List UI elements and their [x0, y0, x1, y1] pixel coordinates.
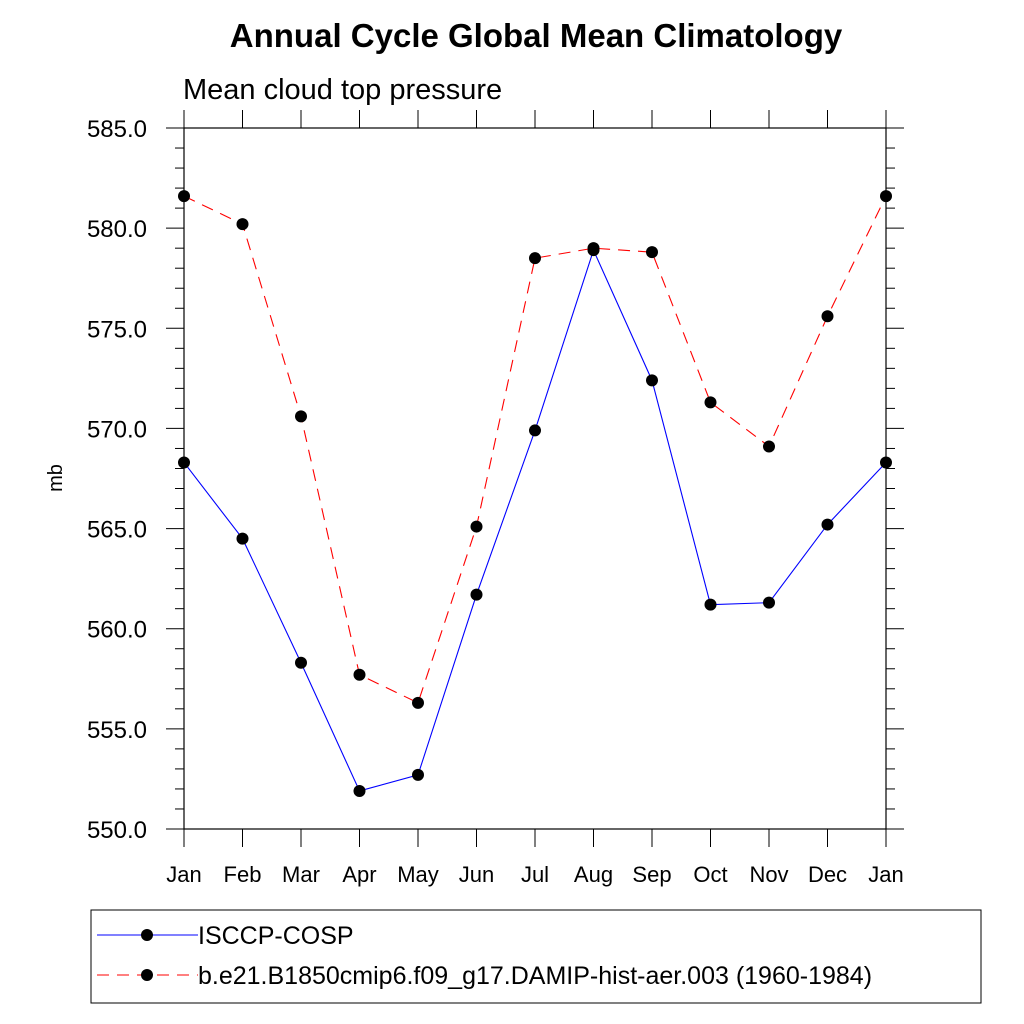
y-axis-label: mb — [45, 464, 67, 492]
y-tick-label: 555.0 — [87, 717, 147, 744]
series-1-point — [353, 784, 366, 797]
y-tick-label: 580.0 — [87, 216, 147, 243]
legend-label-1: ISCCP-COSP — [198, 922, 354, 950]
x-tick-label: Apr — [342, 862, 376, 887]
x-tick-label: Dec — [808, 862, 847, 887]
x-tick-label: Mar — [282, 862, 320, 887]
series-2-point — [821, 310, 834, 323]
series-1-point — [470, 588, 483, 601]
x-tick-label: Jul — [521, 862, 549, 887]
series-2-point — [529, 252, 541, 265]
y-tick-label: 585.0 — [87, 116, 147, 143]
series-1-point — [236, 532, 249, 545]
series-2-point — [763, 440, 775, 453]
series-2-point — [880, 190, 892, 203]
x-tick-label: Jun — [459, 862, 494, 887]
legend: ISCCP-COSP b.e21.B1850cmip6.f09_g17.DAMIP… — [90, 909, 982, 1004]
y-tick-label: 550.0 — [87, 817, 147, 844]
y-tick-label: 560.0 — [87, 617, 147, 644]
series-2-point — [470, 520, 483, 533]
series-1-point — [295, 656, 307, 669]
series-line-2 — [183, 195, 887, 704]
series-2-point — [353, 668, 366, 681]
series-1-point — [646, 374, 658, 387]
series-2-point — [412, 696, 424, 709]
series-2-point — [587, 242, 600, 255]
y-tick-label: 575.0 — [87, 316, 147, 343]
series-2-point — [704, 396, 717, 409]
series-layer — [178, 190, 892, 797]
legend-box — [90, 909, 982, 1004]
x-tick-label: Sep — [632, 862, 671, 887]
series-1-point — [763, 596, 775, 609]
chart-title: Annual Cycle Global Mean Climatology — [230, 17, 843, 54]
y-tick-label: 570.0 — [87, 416, 147, 443]
series-2-point — [236, 218, 249, 231]
series-1-point — [178, 456, 190, 469]
legend-marker-1 — [141, 929, 153, 941]
series-2-point — [295, 410, 307, 423]
series-1-point — [529, 424, 541, 437]
x-tick-label: Aug — [574, 862, 613, 887]
series-1-point — [704, 598, 717, 611]
series-2-point — [178, 190, 190, 203]
x-tick-label: Feb — [224, 862, 262, 887]
series-line-1 — [183, 248, 887, 792]
legend-label-2: b.e21.B1850cmip6.f09_g17.DAMIP-hist-aer.… — [198, 962, 872, 990]
chart-subtitle: Mean cloud top pressure — [183, 74, 502, 106]
legend-marker-2 — [141, 969, 153, 981]
x-tick-label: May — [397, 862, 439, 887]
x-tick-label: Oct — [693, 862, 727, 887]
x-axis: Jan Feb Mar Apr May Jun Jul Aug Sep Oct Nov Dec Jan — [166, 110, 904, 887]
plot-frame — [183, 127, 887, 830]
series-1-point — [821, 518, 834, 531]
y-axis: 550.0 555.0 560.0 565.0 570.0 575.0 580.0 585.0 — [87, 116, 904, 844]
y-tick-label: 565.0 — [87, 517, 147, 544]
x-tick-label: Nov — [749, 862, 788, 887]
series-2-point — [646, 246, 658, 259]
legend-items: ISCCP-COSP b.e21.B1850cmip6.f09_g17.DAMIP… — [97, 922, 872, 990]
series-1-point — [412, 768, 424, 781]
series-1-point — [880, 456, 892, 469]
plot-border — [183, 127, 887, 830]
x-tick-label: Jan — [166, 862, 201, 887]
x-tick-label: Jan — [868, 862, 903, 887]
